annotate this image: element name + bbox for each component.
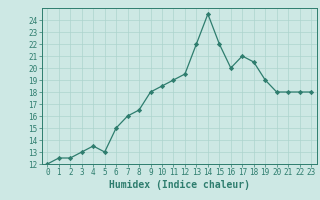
X-axis label: Humidex (Indice chaleur): Humidex (Indice chaleur): [109, 180, 250, 190]
